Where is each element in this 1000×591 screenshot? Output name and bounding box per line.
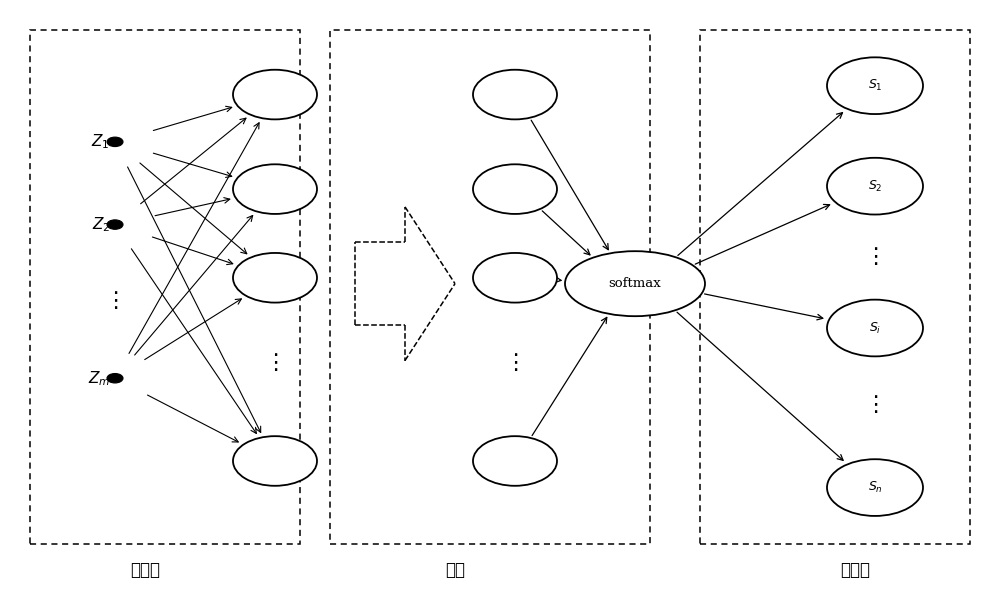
Text: $S_2$: $S_2$: [868, 178, 882, 194]
Circle shape: [473, 164, 557, 214]
Text: $Z_m$: $Z_m$: [88, 369, 110, 388]
Text: ⋮: ⋮: [504, 353, 526, 374]
Text: $Z_1$: $Z_1$: [91, 132, 110, 151]
Circle shape: [233, 70, 317, 119]
Bar: [30, 30, 300, 544]
Circle shape: [473, 436, 557, 486]
Circle shape: [473, 253, 557, 303]
Circle shape: [233, 436, 317, 486]
Circle shape: [107, 374, 123, 383]
Text: softmax: softmax: [609, 277, 661, 290]
Text: ⋮: ⋮: [264, 353, 286, 374]
Text: $S_i$: $S_i$: [869, 320, 881, 336]
Text: $Z_2$: $Z_2$: [92, 215, 110, 234]
Text: ⋮: ⋮: [104, 291, 126, 311]
Text: $S_1$: $S_1$: [868, 78, 882, 93]
Text: ⋮: ⋮: [864, 247, 886, 267]
Circle shape: [827, 459, 923, 516]
Text: $S_n$: $S_n$: [868, 480, 882, 495]
Text: 隐层: 隐层: [445, 561, 465, 579]
Circle shape: [827, 158, 923, 215]
Bar: [330, 30, 650, 544]
Circle shape: [473, 70, 557, 119]
Circle shape: [107, 137, 123, 147]
Circle shape: [233, 164, 317, 214]
Text: 输入层: 输入层: [130, 561, 160, 579]
Circle shape: [827, 57, 923, 114]
Bar: [700, 30, 970, 544]
Circle shape: [107, 220, 123, 229]
Circle shape: [233, 253, 317, 303]
Circle shape: [827, 300, 923, 356]
Ellipse shape: [565, 251, 705, 316]
Text: 输出层: 输出层: [840, 561, 870, 579]
Text: ⋮: ⋮: [864, 395, 886, 415]
